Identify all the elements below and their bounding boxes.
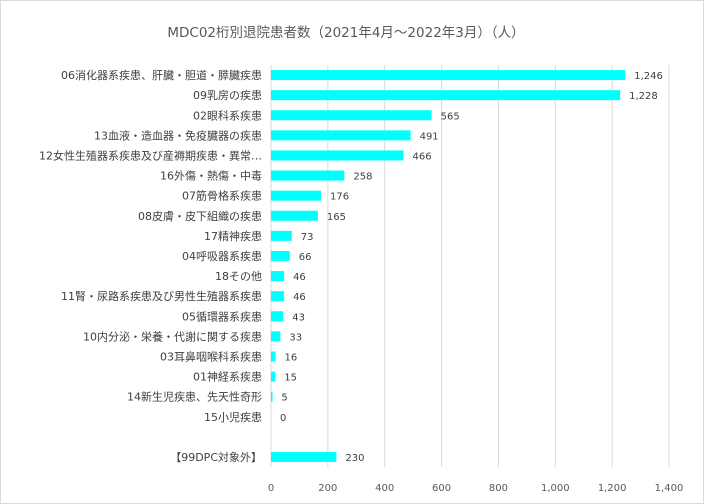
data-label: 5 xyxy=(281,393,287,404)
bar xyxy=(271,331,281,342)
data-label: 230 xyxy=(345,453,364,464)
category-label: 14新生児疾患、先天性奇形 xyxy=(127,390,262,404)
category-label: 05循環器系疾患 xyxy=(182,309,262,323)
data-label: 15 xyxy=(284,373,297,384)
category-label: 01神経系疾患 xyxy=(193,370,262,384)
data-label: 466 xyxy=(412,151,431,162)
chart-title: MDC02桁別退院患者数（2021年4月～2022年3月）（人） xyxy=(167,25,524,41)
category-label: 10内分泌・栄養・代謝に関する疾患 xyxy=(83,329,262,343)
category-label: 04呼吸器系疾患 xyxy=(182,249,262,263)
category-label: 07筋骨格系疾患 xyxy=(182,189,262,203)
category-label: 02眼科系疾患 xyxy=(193,108,262,122)
x-tick-label: 200 xyxy=(318,483,337,494)
x-tick-label: 1,000 xyxy=(541,483,570,494)
data-label: 165 xyxy=(327,212,346,223)
data-label: 258 xyxy=(353,172,372,183)
bar xyxy=(271,170,345,181)
bar xyxy=(271,150,404,161)
category-label: 15小児疾患 xyxy=(204,410,262,424)
category-label: 06消化器系疾患、肝臓・胆道・膵臓疾患 xyxy=(61,68,262,82)
bars xyxy=(271,70,626,462)
gridlines xyxy=(270,65,670,467)
category-label: 13血液・造血器・免疫臓器の疾患 xyxy=(94,128,262,142)
bar xyxy=(271,90,621,101)
category-labels: 06消化器系疾患、肝臓・胆道・膵臓疾患 09乳房の疾患 02眼科系疾患 13血液・造血… xyxy=(39,68,262,464)
data-label: 33 xyxy=(289,332,302,343)
bar xyxy=(271,70,626,81)
bar xyxy=(271,110,432,121)
data-label: 176 xyxy=(330,192,349,203)
bar xyxy=(271,230,292,241)
data-label: 73 xyxy=(301,232,314,243)
data-label: 46 xyxy=(293,292,306,303)
data-label: 491 xyxy=(420,131,439,142)
x-tick-label: 800 xyxy=(489,483,508,494)
bar xyxy=(271,311,284,322)
bar xyxy=(271,351,276,362)
category-label: 【99DPC対象外】 xyxy=(170,450,262,464)
data-label: 0 xyxy=(280,413,286,424)
category-label: 16外傷・熱傷・中毒 xyxy=(160,169,262,183)
bar xyxy=(271,451,337,462)
x-tick-label: 0 xyxy=(268,483,274,494)
category-label: 08皮膚・皮下組織の疾患 xyxy=(138,209,262,223)
category-label: 11腎・尿路系疾患及び男性生殖器系疾患 xyxy=(61,289,262,303)
x-tick-label: 1,200 xyxy=(598,483,627,494)
category-label: 12女性生殖器系疾患及び産褥期疾患・異常… xyxy=(39,148,262,162)
category-label: 18その他 xyxy=(215,270,262,283)
x-tick-label: 400 xyxy=(375,483,394,494)
data-label: 46 xyxy=(293,272,306,283)
x-axis-tick-labels: 0 200 400 600 800 1,000 1,200 1,400 xyxy=(268,483,684,494)
bar xyxy=(271,391,273,402)
bar xyxy=(271,271,285,282)
bar xyxy=(271,250,290,261)
category-label: 17精神疾患 xyxy=(204,229,262,243)
bar xyxy=(271,291,285,302)
bar xyxy=(271,371,276,382)
category-label: 09乳房の疾患 xyxy=(193,88,262,102)
x-tick-label: 1,400 xyxy=(655,483,684,494)
x-tick-label: 600 xyxy=(432,483,451,494)
bar xyxy=(271,130,411,141)
data-label: 565 xyxy=(441,111,460,122)
data-label: 16 xyxy=(285,352,298,363)
category-label: 03耳鼻咽喉科系疾患 xyxy=(160,349,262,363)
bar xyxy=(271,210,318,221)
bar xyxy=(271,190,322,201)
data-label: 1,246 xyxy=(634,71,663,82)
data-label: 1,228 xyxy=(629,91,658,102)
data-label: 43 xyxy=(292,312,305,323)
value-labels: 1,2461,228565491466258176165736646464333… xyxy=(280,71,663,464)
data-label: 66 xyxy=(299,252,312,263)
